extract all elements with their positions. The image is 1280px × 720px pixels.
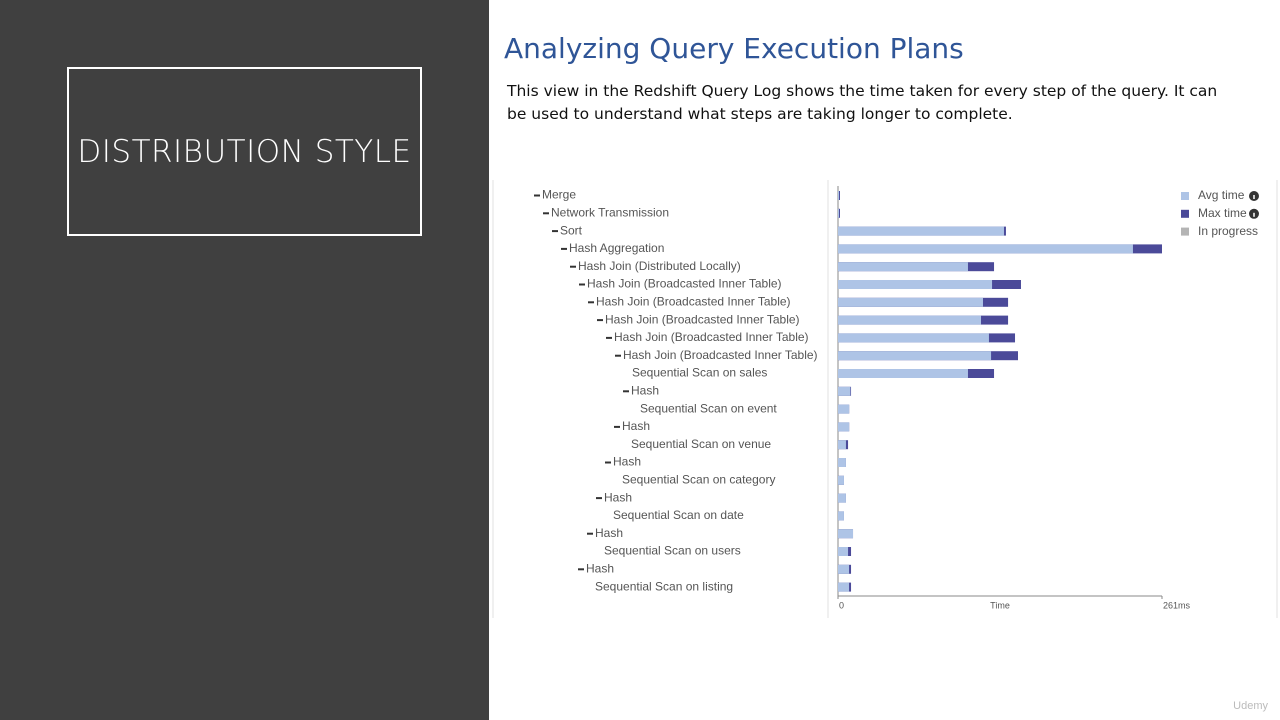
row-label: Sequential Scan on date	[613, 508, 744, 522]
legend-swatch	[1181, 209, 1189, 218]
x-tick-label: 0	[839, 600, 844, 610]
row-label: Network Transmission	[551, 205, 669, 219]
avg-bar	[838, 440, 846, 450]
avg-bar	[838, 529, 854, 539]
row-label: Hash	[586, 561, 614, 575]
row-label: Sequential Scan on event	[640, 401, 777, 415]
row-label: Hash	[595, 526, 623, 540]
row-label: Hash Join (Broadcasted Inner Table)	[605, 312, 800, 326]
avg-bar	[838, 582, 850, 592]
slide-title: Analyzing Query Execution Plans	[504, 32, 964, 65]
avg-bar	[838, 386, 851, 396]
avg-bar	[838, 297, 983, 307]
row-label: Hash Join (Distributed Locally)	[578, 259, 741, 273]
row-label: Hash Aggregation	[569, 241, 664, 255]
slide-body: This view in the Redshift Query Log show…	[507, 82, 1218, 123]
row-label: Sequential Scan on category	[622, 472, 775, 486]
avg-bar	[838, 226, 1004, 236]
legend-swatch	[1181, 192, 1189, 200]
x-axis-label: Time	[990, 600, 1010, 610]
watermark: Udemy	[1233, 700, 1268, 712]
row-label: Hash Join (Broadcasted Inner Table)	[623, 348, 818, 362]
avg-bar	[838, 547, 849, 556]
row-label: Sequential Scan on users	[604, 544, 741, 558]
avg-bar	[838, 564, 850, 574]
avg-bar	[838, 208, 839, 218]
avg-bar	[838, 404, 850, 414]
avg-bar	[838, 262, 968, 272]
avg-bar	[838, 280, 993, 289]
avg-bar	[838, 333, 989, 343]
legend-label: Avg time	[1198, 188, 1245, 202]
avg-bar	[838, 315, 982, 325]
avg-bar	[838, 458, 846, 467]
row-label: Sequential Scan on sales	[632, 366, 767, 380]
row-label: Hash	[613, 455, 641, 469]
legend-label: In progress	[1198, 224, 1258, 238]
avg-bar	[838, 191, 839, 200]
row-label: Sort	[560, 223, 583, 237]
avg-bar	[838, 475, 844, 485]
row-label: Hash Join (Broadcasted Inner Table)	[596, 294, 791, 308]
section-box: DISTRIBUTION STYLE	[67, 67, 422, 236]
avg-bar	[838, 244, 1133, 254]
x-tick-label: 261ms	[1163, 600, 1191, 610]
row-label: Sequential Scan on venue	[631, 437, 771, 451]
avg-bar	[838, 511, 844, 521]
legend-label: Max time	[1198, 206, 1247, 220]
row-label: Hash	[631, 383, 659, 397]
avg-bar	[838, 369, 968, 378]
left-panel	[0, 0, 489, 720]
avg-bar	[838, 422, 850, 432]
row-label: Merge	[542, 188, 576, 202]
row-label: Hash Join (Broadcasted Inner Table)	[587, 277, 782, 291]
avg-bar	[838, 493, 846, 503]
avg-bar	[838, 351, 992, 361]
row-label: Hash	[622, 419, 650, 433]
row-label: Sequential Scan on listing	[595, 579, 733, 593]
row-label: Hash	[604, 490, 632, 504]
row-label: Hash Join (Broadcasted Inner Table)	[614, 330, 809, 344]
legend-swatch	[1181, 227, 1189, 236]
